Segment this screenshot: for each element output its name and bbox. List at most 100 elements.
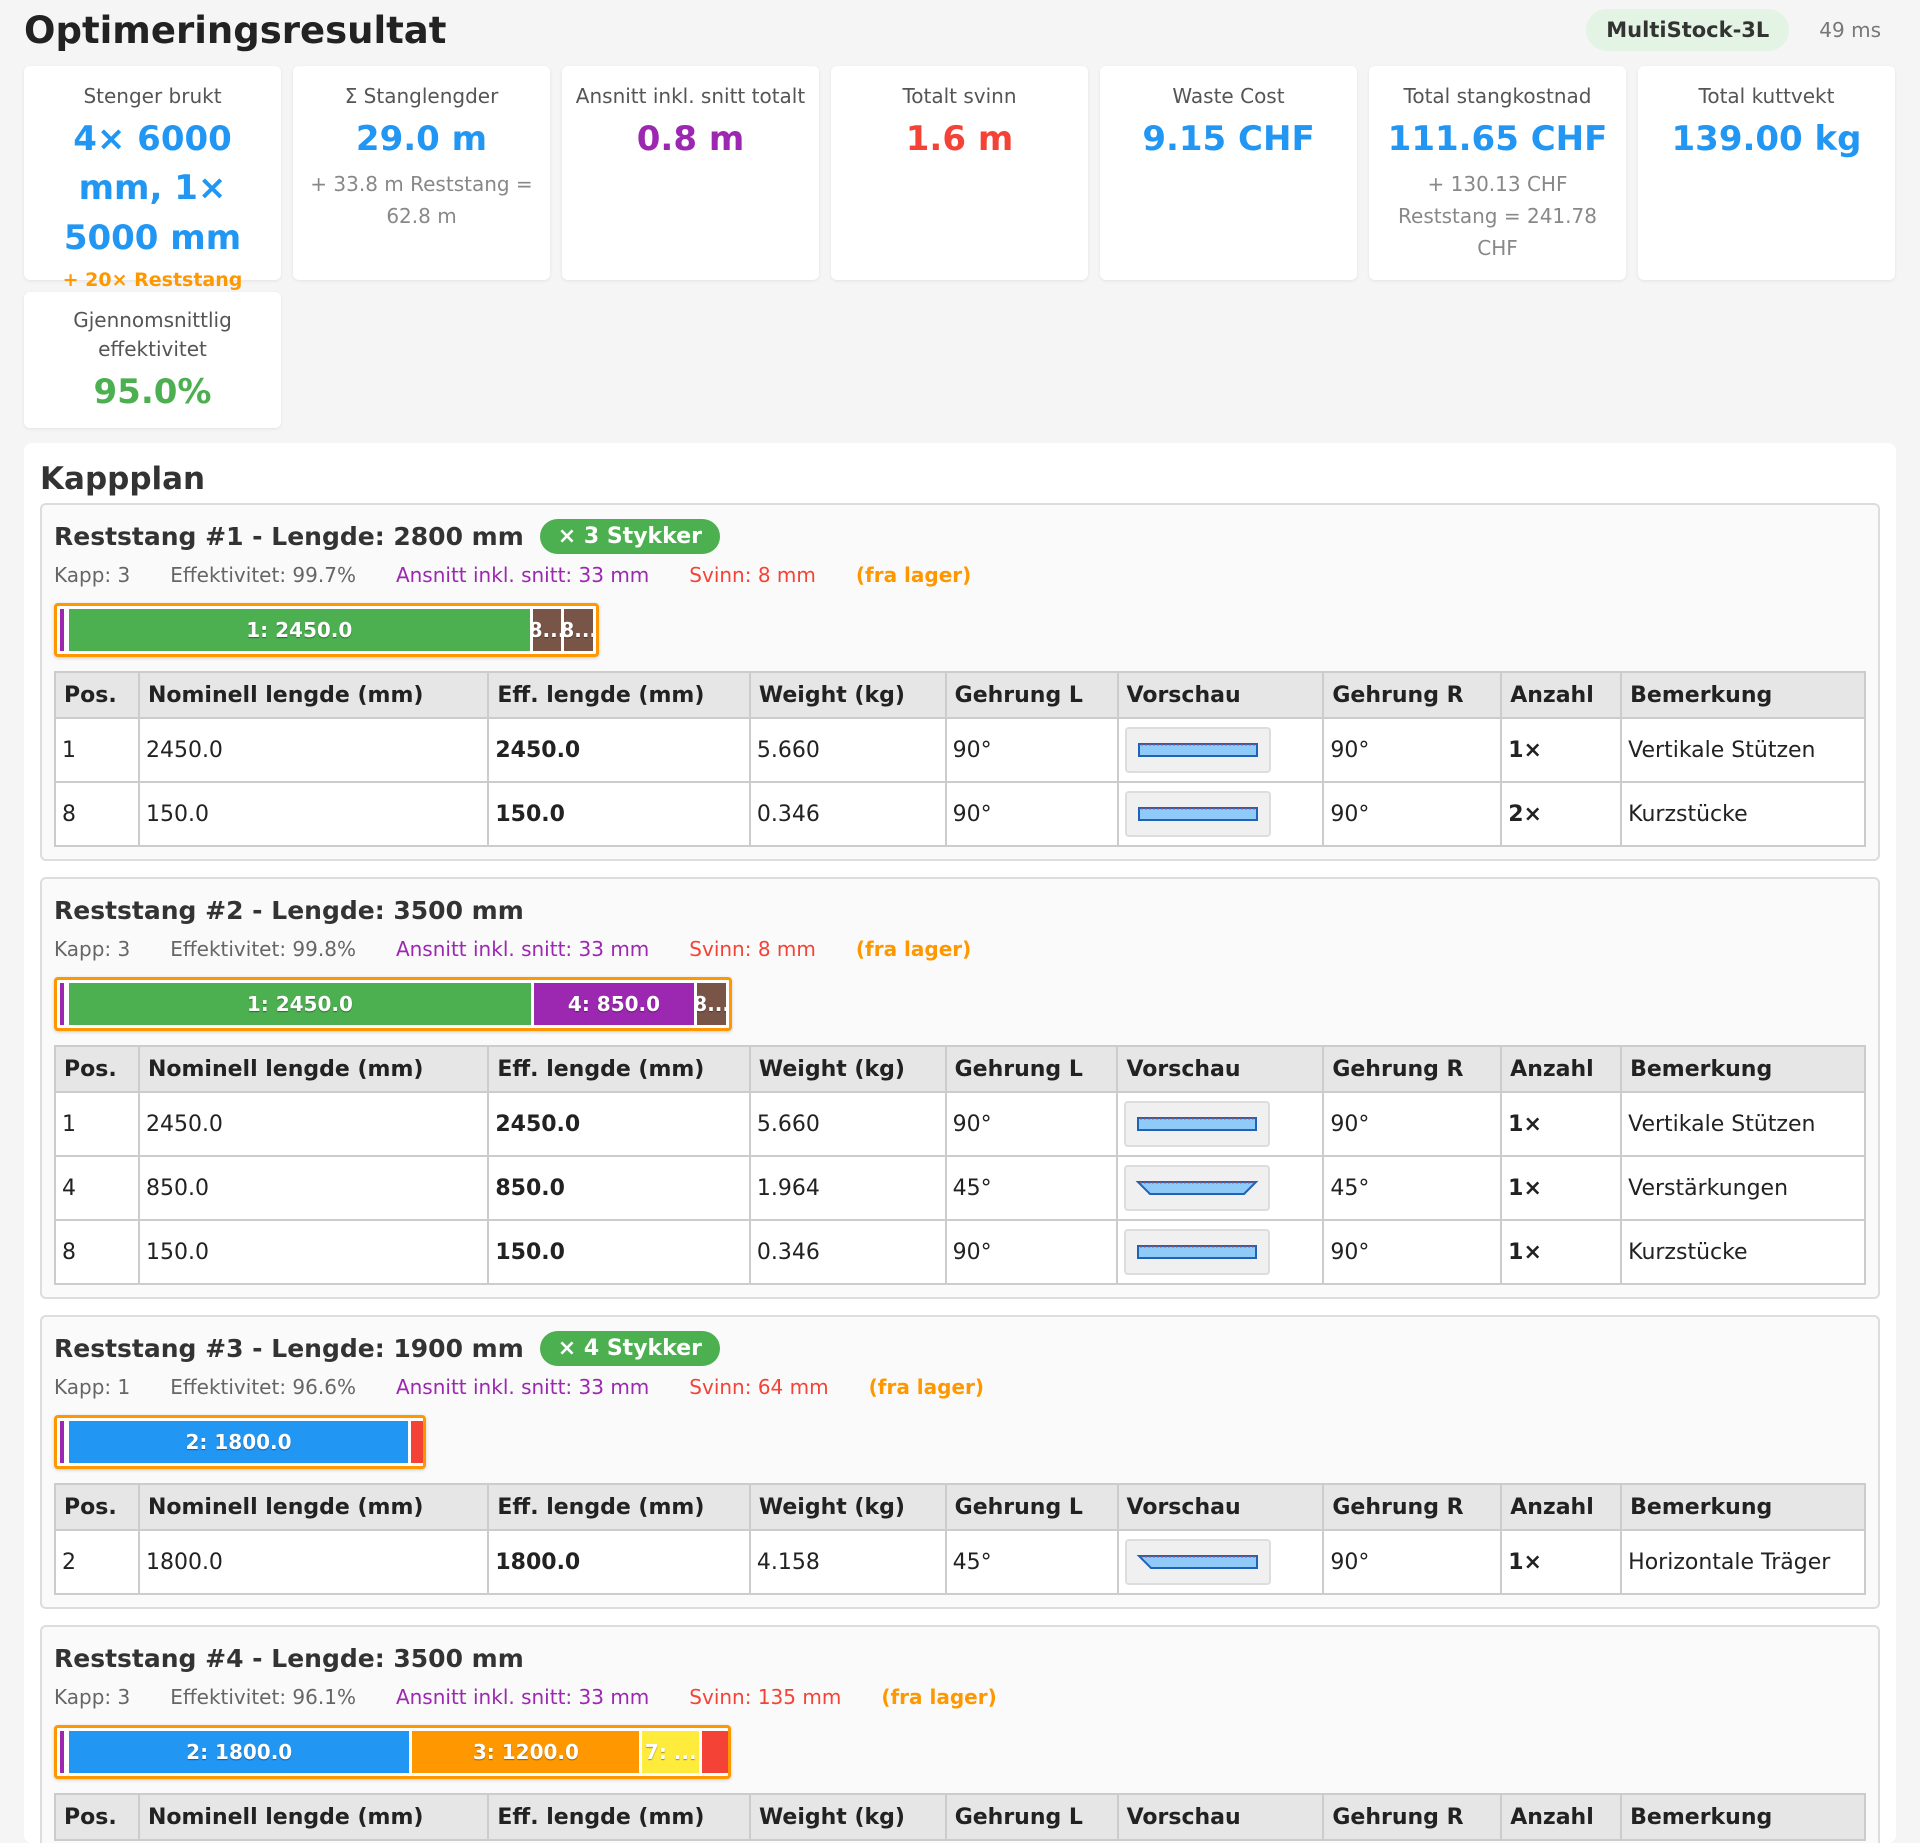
- cut-segment[interactable]: 8...: [532, 609, 562, 651]
- parts-table: Pos. Nominell lengde (mm) Eff. lengde (mm)…: [54, 1483, 1866, 1595]
- waste-info: Svinn: 64 mm: [689, 1375, 829, 1399]
- quantity-cell: 1×: [1500, 717, 1623, 783]
- profile-preview-icon: [1137, 1117, 1258, 1131]
- efficiency: Effektivitet: 99.7%: [170, 563, 356, 587]
- weight-cell: 0.346: [748, 1219, 947, 1285]
- weight-cell: 5.660: [748, 717, 947, 783]
- nominal-length-cell: 150.0: [137, 1219, 490, 1285]
- cut-segment[interactable]: 8...: [564, 609, 593, 651]
- quantity-badge: × 4 Stykker: [539, 1330, 720, 1366]
- cut-segment[interactable]: 2: 1800.0: [68, 1731, 410, 1773]
- table-row: 8 150.0 150.0 0.346 90° 90° 2× Kurzstücke: [54, 781, 1866, 847]
- miter-left-cell: 45°: [944, 1155, 1119, 1221]
- profile-preview[interactable]: [1124, 1101, 1271, 1147]
- stat-card-avg-efficiency: Gjennomsnittlig effektivitet 95.0%: [24, 292, 281, 428]
- miter-left-cell: 45°: [944, 1529, 1119, 1595]
- column-header: Anzahl: [1500, 1793, 1623, 1841]
- column-header: Nominell lengde (mm): [137, 1483, 490, 1531]
- column-header: Gehrung R: [1322, 1045, 1503, 1093]
- stat-card-total-waste: Totalt svinn 1.6 m: [831, 66, 1088, 280]
- kerf-marker: [60, 1731, 64, 1773]
- preview-cell: [1116, 717, 1325, 783]
- cut-segment[interactable]: 7: ...: [642, 1731, 700, 1773]
- cut-segment[interactable]: 8...: [697, 983, 726, 1025]
- header: Optimeringsresultat MultiStock-3L 49 ms: [24, 6, 1896, 54]
- note-cell: Kurzstücke: [1620, 1219, 1866, 1285]
- column-header: Eff. lengde (mm): [487, 671, 751, 719]
- weight-cell: 0.346: [748, 781, 947, 847]
- cut-segment[interactable]: 2: 1800.0: [68, 1421, 409, 1463]
- stock-meta: Kapp: 1 Effektivitet: 96.6% Ansnitt inkl. …: [54, 1373, 1866, 1401]
- kerf-info: Ansnitt inkl. snitt: 33 mm: [395, 563, 650, 587]
- miter-right-cell: 90°: [1322, 1091, 1503, 1157]
- stat-card-total-cut-weight: Total kuttvekt 139.00 kg: [1638, 66, 1895, 280]
- cuts-count: Kapp: 3: [54, 937, 131, 961]
- source-info: (fra lager): [868, 1375, 985, 1399]
- miter-right-cell: 90°: [1322, 781, 1503, 847]
- waste-segment[interactable]: [411, 1421, 424, 1463]
- profile-preview-icon: [1137, 807, 1258, 821]
- miter-left-cell: 90°: [944, 781, 1119, 847]
- column-header: Bemerkung: [1620, 1793, 1866, 1841]
- note-cell: Vertikale Stützen: [1620, 717, 1866, 783]
- stock-card: Reststang #1 - Lengde: 2800 mm × 3 Stykke…: [40, 503, 1880, 861]
- profile-preview[interactable]: [1124, 727, 1271, 773]
- stat-card-waste-cost: Waste Cost 9.15 CHF: [1100, 66, 1357, 280]
- stat-value: 29.0 m: [355, 119, 488, 159]
- pos-cell: 1: [54, 717, 140, 783]
- column-header: Weight (kg): [748, 1483, 947, 1531]
- column-header: Weight (kg): [748, 1045, 947, 1093]
- miter-left-cell: 90°: [944, 1219, 1119, 1285]
- nominal-length-cell: 1800.0: [137, 1529, 490, 1595]
- profile-preview[interactable]: [1124, 1539, 1271, 1585]
- stat-label: Total kuttvekt: [1698, 84, 1835, 108]
- stat-label: Total stangkostnad: [1403, 84, 1592, 108]
- parts-table: Pos. Nominell lengde (mm) Eff. lengde (mm)…: [54, 671, 1866, 847]
- column-header: Nominell lengde (mm): [137, 1793, 490, 1841]
- profile-preview[interactable]: [1124, 1229, 1271, 1275]
- stock-card: Reststang #2 - Lengde: 3500 mm Kapp: 3 Eff…: [40, 877, 1880, 1299]
- column-header: Anzahl: [1500, 1483, 1623, 1531]
- quantity-cell: 1×: [1500, 1091, 1623, 1157]
- cut-segment[interactable]: 3: 1200.0: [412, 1731, 640, 1773]
- waste-segment[interactable]: [702, 1731, 728, 1773]
- stock-card: Reststang #4 - Lengde: 3500 mm Kapp: 3 Eff…: [40, 1625, 1880, 1843]
- table-row: 1 2450.0 2450.0 5.660 90° 90° 1× Vertikale Stüt…: [54, 717, 1866, 783]
- quantity-cell: 2×: [1500, 781, 1623, 847]
- stock-meta: Kapp: 3 Effektivitet: 96.1% Ansnitt inkl. …: [54, 1683, 1866, 1711]
- pos-cell: 4: [54, 1155, 140, 1221]
- pos-cell: 2: [54, 1529, 140, 1595]
- column-header: Vorschau: [1116, 671, 1325, 719]
- weight-cell: 4.158: [748, 1529, 947, 1595]
- cutting-plan-section: Kappplan Reststang #1 - Lengde: 2800 mm ×…: [24, 443, 1896, 1843]
- stat-value: 4× 6000 mm, 1× 5000 mm: [63, 119, 242, 258]
- quantity-badge: × 3 Stykker: [539, 518, 720, 554]
- pos-cell: 8: [54, 781, 140, 847]
- column-header: Eff. lengde (mm): [487, 1793, 751, 1841]
- efficiency: Effektivitet: 99.8%: [170, 937, 356, 961]
- profile-preview[interactable]: [1124, 791, 1271, 837]
- waste-info: Svinn: 8 mm: [689, 563, 816, 587]
- effective-length-cell: 2450.0: [487, 1091, 751, 1157]
- column-header: Gehrung L: [944, 671, 1119, 719]
- profile-preview[interactable]: [1124, 1165, 1271, 1211]
- nominal-length-cell: 850.0: [137, 1155, 490, 1221]
- cut-segment[interactable]: 1: 2450.0: [68, 609, 530, 651]
- kerf-marker: [60, 1421, 64, 1463]
- algorithm-badge: MultiStock-3L: [1586, 9, 1790, 51]
- table-row: 2 1800.0 1800.0 4.158 45° 90° 1× Horizontale Tr…: [54, 1529, 1866, 1595]
- stat-card-kerf-total: Ansnitt inkl. snitt totalt 0.8 m: [562, 66, 819, 280]
- note-cell: Kurzstücke: [1620, 781, 1866, 847]
- pos-cell: 8: [54, 1219, 140, 1285]
- waste-info: Svinn: 135 mm: [689, 1685, 842, 1709]
- column-header: Anzahl: [1500, 671, 1623, 719]
- column-header: Anzahl: [1500, 1045, 1623, 1093]
- miter-right-cell: 90°: [1322, 1219, 1503, 1285]
- quantity-cell: 1×: [1500, 1219, 1623, 1285]
- cut-segment[interactable]: 1: 2450.0: [68, 983, 531, 1025]
- column-header: Gehrung R: [1322, 1483, 1503, 1531]
- cut-segment[interactable]: 4: 850.0: [533, 983, 695, 1025]
- cuts-count: Kapp: 1: [54, 1375, 131, 1399]
- quantity-cell: 1×: [1500, 1529, 1623, 1595]
